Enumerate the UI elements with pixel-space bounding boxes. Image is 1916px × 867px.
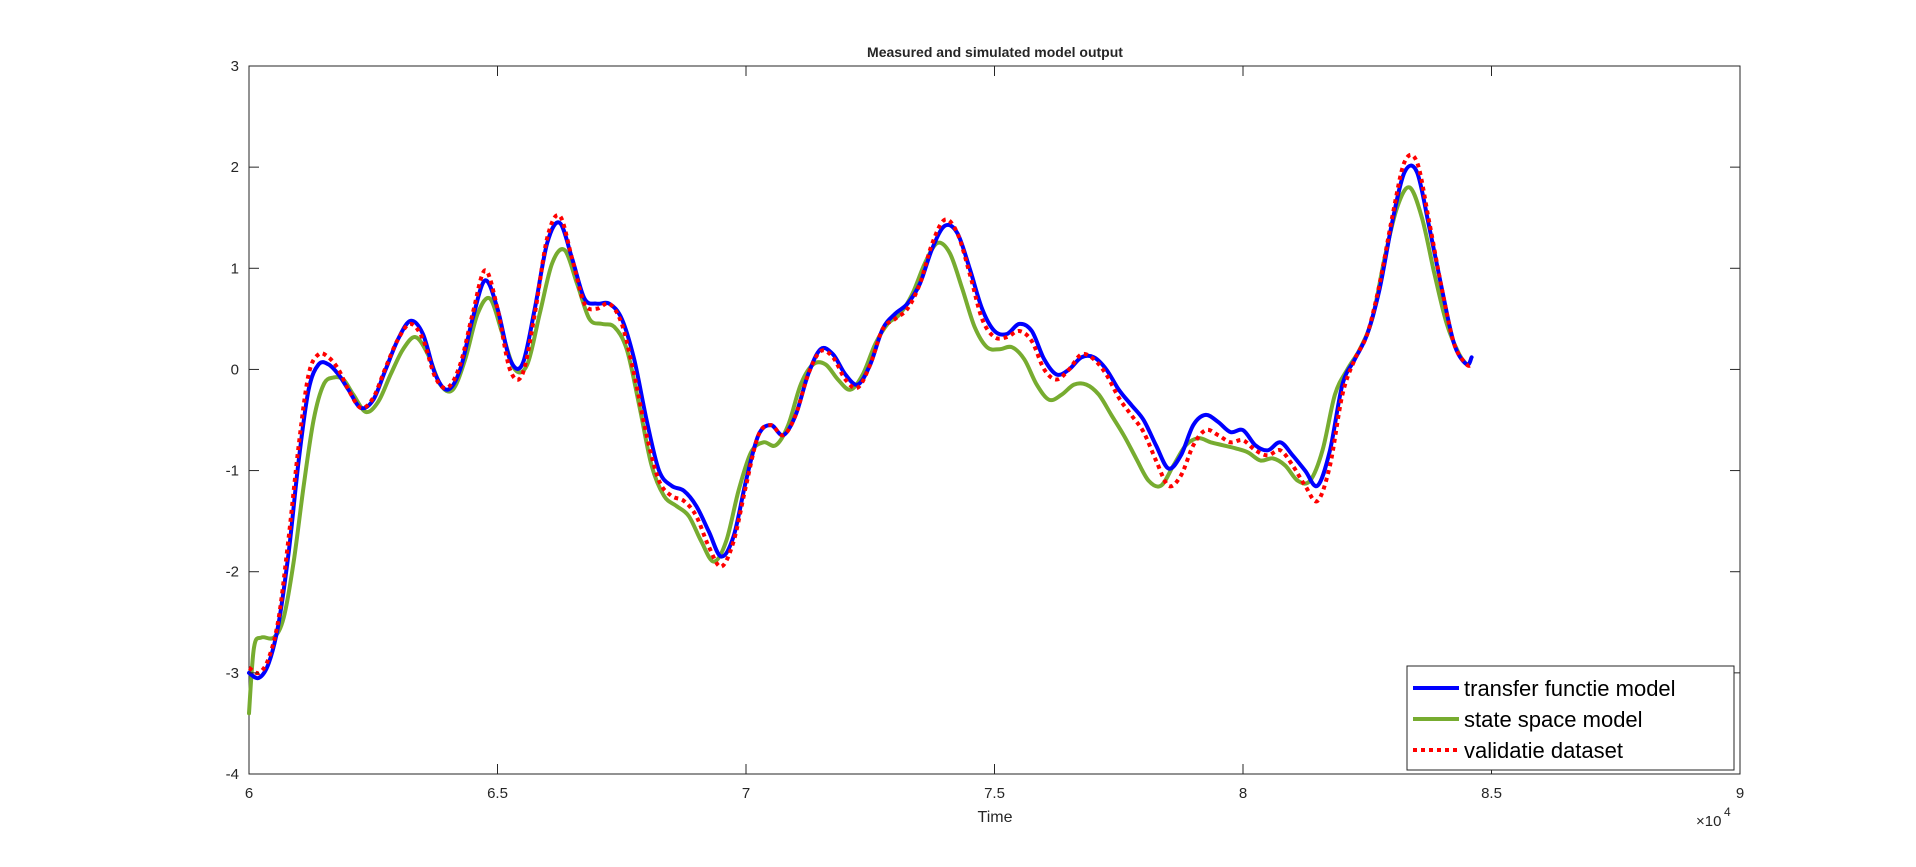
- x-tick-label: 8: [1239, 785, 1247, 802]
- x-tick-label: 9: [1736, 785, 1744, 802]
- x-axis-label: Time: [978, 809, 1013, 826]
- x-tick-label: 6: [245, 785, 253, 802]
- legend-label-3: validatie dataset: [1464, 738, 1623, 763]
- chart-title: Measured and simulated model output: [867, 44, 1123, 60]
- ticks-layer: 6 6.5 7 7.5 8 8.5 9 -4 -3 -2 -1 0 1 2 3: [226, 58, 1745, 802]
- legend-label-1: transfer functie model: [1464, 676, 1676, 701]
- y-tick-label: 1: [231, 260, 239, 277]
- y-tick-label: -4: [226, 766, 239, 783]
- x-tick-label: 7.5: [984, 785, 1005, 802]
- y-tick-label: -3: [226, 665, 239, 682]
- legend-box: [1406, 665, 1735, 771]
- x-exponent-power: 4: [1724, 805, 1731, 819]
- y-tick-label: -2: [226, 564, 239, 581]
- y-tick-label: 3: [231, 58, 239, 75]
- x-tick-label: 8.5: [1481, 785, 1502, 802]
- legend: transfer functie model state space model v…: [1406, 665, 1735, 771]
- x-exponent: ×10 4: [1696, 805, 1731, 830]
- x-exponent-base: ×10: [1696, 813, 1721, 830]
- series-line-3: [247, 152, 1473, 676]
- series-layer: [247, 152, 1474, 716]
- axes-box: [248, 65, 1741, 775]
- y-tick-label: -1: [226, 463, 239, 480]
- y-tick-label: 2: [231, 159, 239, 176]
- y-tick-label: 0: [231, 361, 239, 378]
- x-tick-label: 6.5: [487, 785, 508, 802]
- series-line-2: [247, 185, 1469, 716]
- legend-label-2: state space model: [1464, 707, 1643, 732]
- series-line-1: [247, 163, 1474, 681]
- x-tick-label: 7: [742, 785, 750, 802]
- plot-area: [248, 65, 1741, 775]
